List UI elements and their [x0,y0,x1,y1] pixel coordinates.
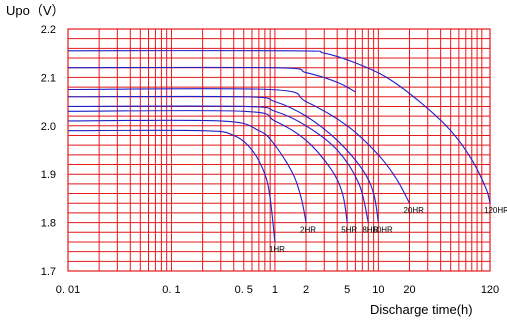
series-line-5hr [67,110,348,223]
series-line-10hr [67,95,379,223]
series-line-2hr [67,119,307,223]
series-line-unlabeled-6 [67,66,356,93]
chart-grid [67,28,491,272]
y-tick-label: 2.2 [41,24,56,36]
y-axis-title: Upo（V） [6,3,65,18]
end-label-2hr: 2HR [300,226,316,235]
y-tick-label: 1.8 [41,218,56,230]
chart-series-group [67,50,491,243]
y-tick-label: 1.7 [41,266,56,278]
series-line-1hr [67,129,276,243]
x-tick-label: 10 [372,284,384,296]
end-label-20hr: 20HR [403,206,424,215]
x-tick-label: 0. 1 [162,284,180,296]
x-tick-label: 120 [481,284,499,296]
x-tick-label: 1 [272,284,278,296]
series-line-8hr [67,105,369,223]
series-line-20hr [67,88,410,204]
x-tick-label: 0. 01 [56,284,80,296]
end-label-1hr: 1HR [269,245,285,254]
x-axis-title: Discharge time(h) [370,302,473,317]
x-tick-label: 0. 5 [235,284,253,296]
end-label-10hr: 10HR [372,226,393,235]
y-tick-label: 1.9 [41,169,56,181]
end-label-5hr: 5HR [341,226,357,235]
end-label-120hr: 120HR [484,206,507,215]
x-tick-label: 20 [403,284,415,296]
x-tick-label: 2 [303,284,309,296]
end-label-8hr: 8HR [362,226,378,235]
plot-frame [67,28,491,272]
series-line-120hr [67,50,491,204]
y-tick-label: 2.1 [41,72,56,84]
x-tick-label: 5 [344,284,350,296]
y-tick-label: 2.0 [41,121,56,133]
chart-tick-labels: 1.7 1.8 1.9 2.0 2.1 2.2 0. 01 0. 1 0. 5 1 2 5 10 20 12… [41,24,499,296]
